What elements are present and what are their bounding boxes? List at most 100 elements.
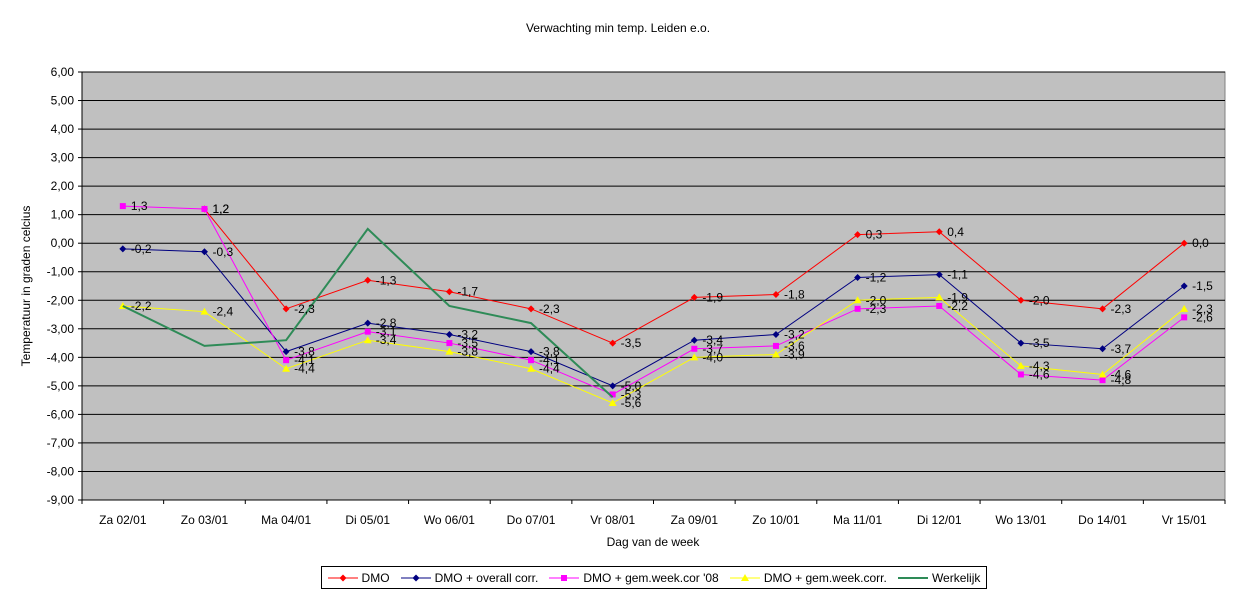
data-point — [119, 203, 126, 210]
data-point — [772, 342, 779, 349]
data-label: -4,6 — [1029, 367, 1050, 381]
y-tick-label: -5,00 — [47, 379, 75, 393]
data-point — [1180, 304, 1189, 312]
y-tick-label: -1,00 — [47, 265, 75, 279]
data-point — [935, 293, 944, 301]
data-label: -3,2 — [457, 328, 478, 342]
data-label: -2,3 — [539, 302, 560, 316]
data-label: -1,9 — [702, 290, 723, 304]
y-tick-label: -8,00 — [47, 464, 75, 478]
y-tick-label: 6,00 — [51, 65, 75, 79]
data-point — [691, 345, 698, 352]
series-line — [122, 205, 1185, 395]
data-point — [201, 205, 208, 212]
y-tick-label: -2,00 — [47, 293, 75, 307]
data-point — [690, 293, 698, 301]
legend-label: DMO + overall corr. — [434, 570, 539, 585]
legend-label: DMO — [361, 570, 390, 585]
data-label: -5,0 — [621, 379, 642, 393]
data-point — [690, 336, 698, 344]
legend-label: DMO + gem.week.corr. — [763, 570, 887, 585]
x-tick-label: Vr 08/01 — [590, 513, 635, 527]
y-tick-label: 1,00 — [51, 208, 75, 222]
x-tick-label: Di 12/01 — [917, 513, 962, 527]
legend-label: DMO + gem.week.cor '08 — [583, 570, 719, 585]
chart-title: Verwachting min temp. Leiden e.o. — [526, 21, 710, 35]
data-point — [527, 305, 535, 313]
data-point — [935, 228, 943, 236]
data-label: 1,3 — [131, 199, 148, 213]
data-point — [1180, 282, 1188, 290]
legend-swatch — [549, 574, 580, 581]
data-label: 0,3 — [866, 228, 883, 242]
data-label: -0,2 — [131, 242, 152, 256]
data-point — [364, 328, 371, 335]
legend-marker — [412, 574, 420, 581]
data-label: -3,7 — [1111, 342, 1132, 356]
legend-swatch — [327, 574, 358, 581]
data-point — [608, 398, 617, 406]
x-tick-label: Zo 03/01 — [181, 513, 229, 527]
data-point — [1181, 314, 1188, 321]
data-point — [446, 340, 453, 347]
data-point — [854, 273, 862, 281]
data-label: -4,4 — [294, 362, 315, 376]
data-labels-layer: 1,2 -2,3 -1,3 -1,7 -2,3 -3,5 -1,9 -1,8 0,3 0,4 -2,… — [131, 199, 1213, 410]
data-label: -2,3 — [866, 302, 887, 316]
x-tick-label: Do 14/01 — [1078, 513, 1127, 527]
legend-item: DMO + overall corr. — [400, 570, 539, 585]
y-tick-label: -9,00 — [47, 493, 75, 507]
legend-marker — [339, 574, 347, 581]
legend-item: DMO + gem.week.corr. — [729, 570, 887, 585]
y-tick-label: 0,00 — [51, 236, 75, 250]
data-label: -2,2 — [131, 299, 152, 313]
data-point — [609, 391, 616, 398]
y-tick-label: 2,00 — [51, 179, 75, 193]
data-label: -3,7 — [702, 342, 723, 356]
data-label: -2,4 — [212, 305, 233, 319]
legend-swatch — [400, 574, 431, 581]
data-label: 1,2 — [212, 202, 229, 216]
x-tick-label: Wo 13/01 — [995, 513, 1046, 527]
x-tick-label: Zo 10/01 — [752, 513, 800, 527]
data-point — [282, 305, 290, 313]
data-label: -2,6 — [1192, 310, 1213, 324]
data-label: -3,2 — [784, 328, 805, 342]
y-tick-label: -6,00 — [47, 407, 75, 421]
data-point — [936, 302, 943, 309]
legend-item: DMO — [327, 570, 390, 585]
data-label: -3,1 — [376, 325, 397, 339]
x-tick-label: Za 02/01 — [99, 513, 147, 527]
data-label: 1,2 — [212, 202, 229, 216]
legend-label: Werkelijk — [931, 570, 981, 585]
data-point — [527, 348, 535, 356]
legend-swatch — [729, 573, 760, 581]
data-label: -1,9 — [947, 290, 968, 304]
y-tick-label: 4,00 — [51, 122, 75, 136]
data-point — [1099, 377, 1106, 384]
data-label: -2,0 — [866, 293, 887, 307]
data-label: -2,3 — [294, 302, 315, 316]
data-point — [1099, 305, 1107, 313]
x-tick-label: Za 09/01 — [671, 513, 719, 527]
legend: DMO DMO + overall corr. DMO + gem.week.cor… — [321, 566, 987, 589]
series-line — [122, 248, 1185, 387]
series-3 — [118, 293, 1189, 406]
data-label: -3,9 — [784, 347, 805, 361]
plot-area — [81, 71, 1226, 501]
series-line — [122, 227, 614, 399]
y-tick-label: -7,00 — [47, 436, 75, 450]
data-label: -3,8 — [457, 345, 478, 359]
data-point — [771, 350, 780, 358]
data-label: -4,8 — [1111, 373, 1132, 387]
data-label: -1,5 — [1192, 279, 1213, 293]
data-label: -4,4 — [539, 362, 560, 376]
series-2 — [119, 203, 1188, 398]
data-label: -4,1 — [539, 353, 560, 367]
data-point — [772, 291, 780, 299]
legend-swatch — [897, 576, 928, 579]
x-tick-label: Ma 04/01 — [261, 513, 311, 527]
series-4 — [122, 227, 614, 399]
data-label: -1,8 — [784, 288, 805, 302]
data-point — [690, 353, 699, 361]
